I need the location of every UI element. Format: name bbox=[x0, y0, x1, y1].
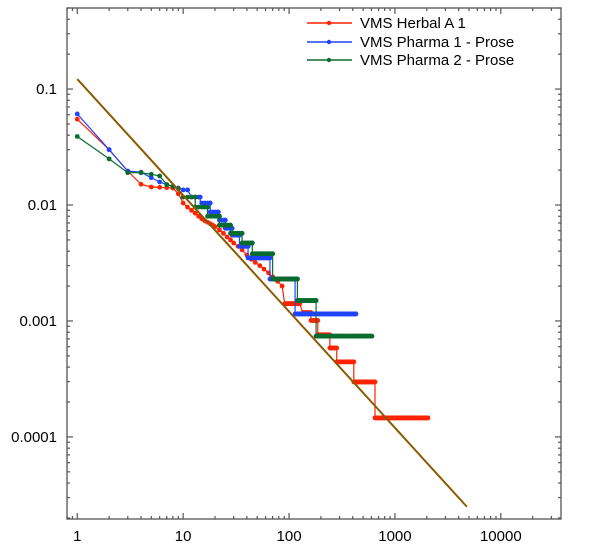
y-tick-label: 0.001 bbox=[19, 313, 57, 330]
data-point bbox=[228, 237, 233, 243]
data-point bbox=[369, 333, 375, 339]
data-point bbox=[351, 359, 357, 365]
legend-label: VMS Pharma 1 - Prose bbox=[360, 34, 514, 51]
x-tick-label: 10 bbox=[175, 528, 192, 545]
data-point bbox=[74, 116, 80, 122]
legend-item: VMS Pharma 1 - Prose bbox=[307, 34, 514, 51]
data-point bbox=[217, 213, 222, 219]
series-layer bbox=[74, 78, 468, 508]
series-vms-pharma-1-prose bbox=[74, 111, 359, 317]
reference-line bbox=[76, 78, 468, 508]
data-point bbox=[425, 415, 431, 421]
x-tick-labels: 1 10 100 1000 10000 bbox=[73, 528, 522, 545]
data-point bbox=[295, 276, 300, 282]
data-point bbox=[157, 179, 163, 185]
data-point bbox=[192, 210, 198, 216]
data-point bbox=[148, 171, 154, 177]
legend-label: VMS Pharma 2 - Prose bbox=[360, 52, 514, 69]
data-point bbox=[215, 209, 221, 215]
data-point bbox=[157, 173, 163, 179]
y-tick-labels: 0.1 0.01 0.001 0.0001 bbox=[11, 81, 57, 446]
legend-swatch-marker bbox=[326, 57, 332, 63]
data-point bbox=[267, 255, 273, 261]
legend-label: VMS Herbal A 1 bbox=[360, 15, 466, 32]
x-tick-label: 100 bbox=[277, 528, 302, 545]
data-point bbox=[228, 222, 233, 228]
y-tick-label: 0.1 bbox=[36, 81, 57, 98]
data-point bbox=[74, 111, 80, 117]
data-point bbox=[125, 170, 131, 176]
data-point bbox=[185, 204, 190, 210]
data-point bbox=[222, 217, 228, 223]
legend-swatch-marker bbox=[326, 20, 332, 26]
x-tick-label: 10000 bbox=[480, 528, 522, 545]
y-tick-label: 0.01 bbox=[28, 197, 57, 214]
series-vms-pharma-2-prose bbox=[74, 134, 375, 339]
data-point bbox=[197, 194, 203, 200]
legend-swatch-marker bbox=[326, 39, 332, 45]
data-point bbox=[224, 234, 230, 240]
data-point bbox=[74, 134, 80, 139]
legend: VMS Herbal A 1 VMS Pharma 1 - Prose VMS … bbox=[307, 15, 514, 69]
data-point bbox=[252, 259, 258, 265]
series-line bbox=[76, 135, 372, 337]
data-point bbox=[205, 204, 210, 210]
data-point bbox=[189, 207, 194, 213]
data-point bbox=[313, 298, 319, 303]
data-point bbox=[221, 230, 226, 236]
legend-item: VMS Pharma 2 - Prose bbox=[307, 52, 514, 69]
data-point bbox=[189, 194, 194, 200]
series-vms-herbal-a-1 bbox=[74, 116, 431, 421]
data-point bbox=[106, 147, 112, 153]
data-point bbox=[106, 156, 112, 162]
data-point bbox=[270, 251, 276, 257]
legend-item: VMS Herbal A 1 bbox=[307, 15, 466, 32]
data-point bbox=[217, 227, 222, 233]
data-point bbox=[334, 345, 340, 351]
data-point bbox=[372, 379, 378, 385]
y-tick-label: 0.0001 bbox=[11, 429, 57, 446]
data-point bbox=[192, 194, 198, 200]
series-line bbox=[76, 118, 428, 419]
data-point bbox=[180, 200, 186, 206]
data-point bbox=[353, 311, 359, 317]
data-point bbox=[180, 187, 186, 193]
data-point bbox=[239, 230, 245, 236]
data-point bbox=[279, 283, 285, 289]
data-point bbox=[164, 182, 170, 187]
data-point bbox=[148, 184, 154, 190]
data-point bbox=[231, 240, 237, 246]
data-point bbox=[138, 181, 144, 187]
data-point bbox=[185, 187, 190, 193]
x-tick-label: 1 bbox=[73, 528, 81, 545]
data-point bbox=[261, 266, 267, 272]
data-point bbox=[157, 184, 163, 190]
data-point bbox=[257, 263, 263, 269]
data-point bbox=[207, 200, 213, 206]
x-tick-label: 1000 bbox=[378, 528, 411, 545]
plot-frame bbox=[66, 7, 562, 520]
series-reference-line bbox=[76, 78, 468, 508]
data-point bbox=[148, 175, 154, 181]
data-point bbox=[138, 170, 144, 176]
data-point bbox=[249, 240, 255, 246]
axis-ticks bbox=[66, 7, 561, 519]
